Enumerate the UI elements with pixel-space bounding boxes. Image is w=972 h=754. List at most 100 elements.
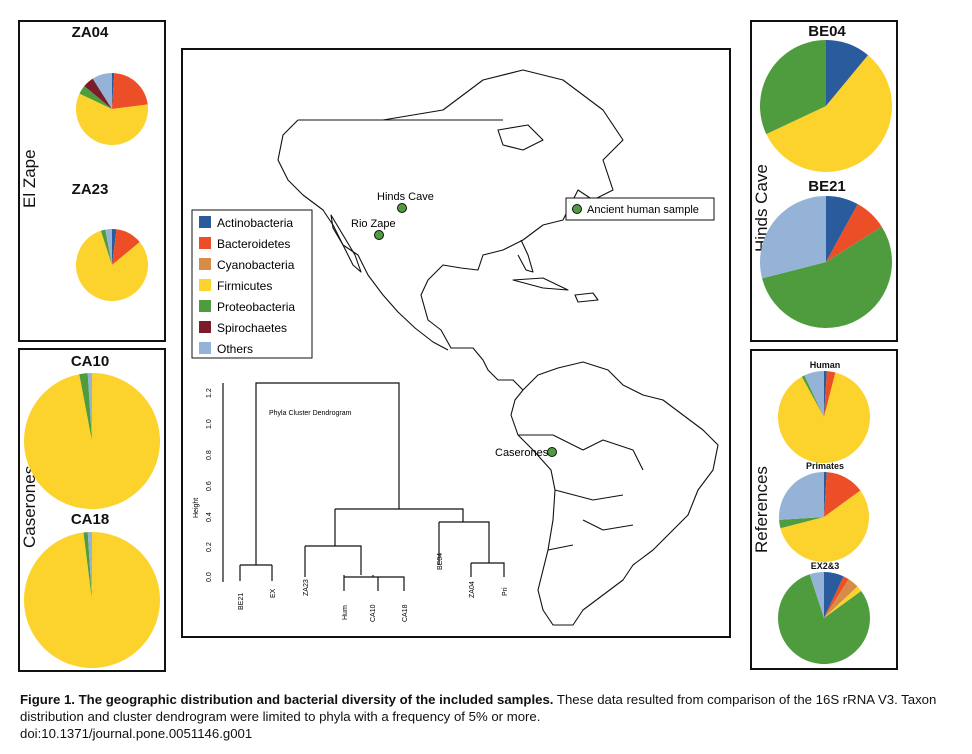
dendrogram-leaf: CA18: [402, 604, 409, 622]
pie-slice-proteobacteria: [762, 226, 892, 328]
pie-slice-actinobacteria: [112, 229, 117, 265]
pie-slice-proteobacteria: [779, 517, 824, 529]
site-marker-caserones: [547, 447, 557, 457]
dendrogram-tick: 1.2: [206, 388, 213, 398]
north-america-coastline: [277, 69, 624, 391]
pie-ca10: [24, 373, 160, 509]
dendrogram-leaf: Pri: [502, 587, 509, 596]
dendrogram-leaves: BE21 EX ZA23 Hum CA10 CA18 BE04 ZA04 Pri: [238, 553, 509, 622]
dendrogram-leaf: Hum: [342, 605, 349, 620]
dendrogram-tick: 0.0: [206, 572, 213, 582]
caption-doi: doi:10.1371/journal.pone.0051146.g001: [20, 726, 253, 741]
pie-slice-proteobacteria: [83, 532, 92, 600]
cuba: [512, 277, 569, 291]
legend-label-actinobacteria: Actinobacteria: [217, 216, 293, 230]
dendrogram-tick: 0.6: [206, 481, 213, 491]
dendrogram-tick: 1.0: [206, 419, 213, 429]
legend-label-cyanobacteria: Cyanobacteria: [217, 258, 295, 272]
legend-label-proteobacteria: Proteobacteria: [217, 300, 295, 314]
site-markers: [374, 203, 557, 457]
pie-slice-others: [804, 371, 824, 417]
pie-slice-actinobacteria: [824, 371, 827, 417]
phylum-legend-box: [191, 209, 313, 359]
pie-title-ca10: CA10: [70, 353, 110, 370]
pie-slice-bacteroidetes: [824, 371, 836, 417]
pie-slice-actinobacteria: [824, 472, 827, 517]
site-label-hinds-cave: Hinds Cave: [377, 191, 434, 203]
pie-slice-firmicutes: [766, 55, 892, 172]
legend-label-firmicutes: Firmicutes: [217, 279, 272, 293]
pie-be04: [760, 40, 892, 172]
legend-swatch-cyanobacteria: [199, 258, 211, 270]
site-key-box: [565, 197, 715, 221]
pie-ex23: [778, 572, 870, 664]
pie-be21: [760, 196, 892, 328]
great-lakes: [497, 124, 544, 151]
florida: [517, 239, 534, 273]
pie-title-za04: ZA04: [71, 24, 109, 41]
pie-slice-proteobacteria: [801, 375, 824, 417]
legend-swatch-others: [199, 342, 211, 354]
pie-title-human: Human: [809, 360, 841, 370]
dendrogram-tick: 0.4: [206, 512, 213, 522]
pie-slice-firmicutes: [780, 490, 869, 562]
pie-slice-bacteroidetes: [112, 229, 140, 265]
site-marker-rio-zape: [374, 230, 384, 240]
references-label: References: [752, 466, 771, 553]
south-america-coastline: [510, 361, 719, 626]
south-america-borders: [518, 434, 644, 551]
pie-slice-others: [87, 373, 92, 441]
dendrogram-ylabel: Height: [193, 498, 200, 518]
pie-slice-others: [760, 196, 826, 279]
legend-swatch-proteobacteria: [199, 300, 211, 312]
legend-swatch-spirochaetes: [199, 321, 211, 333]
dendrogram-tick: 0.2: [206, 542, 213, 552]
pie-title-ca18: CA18: [70, 511, 110, 528]
legend-label-spirochaetes: Spirochaetes: [217, 321, 287, 335]
pie-slice-proteobacteria: [79, 86, 112, 109]
pie-slice-others: [779, 472, 824, 520]
phylum-legend: Actinobacteria Bacteroidetes Cyanobacter…: [199, 216, 295, 356]
pie-slice-firmicutes: [76, 230, 148, 301]
caption-bold: Figure 1. The geographic distribution an…: [20, 692, 554, 707]
dendrogram-title: Phyla Cluster Dendrogram: [269, 410, 352, 417]
pie-primates: [779, 472, 869, 562]
site-key-marker: [572, 204, 582, 214]
dendrogram-leaf: BE21: [238, 593, 245, 610]
pie-slice-actinobacteria: [112, 73, 115, 109]
dendrogram-leaf: ZA04: [469, 581, 476, 598]
pie-slice-actinobacteria: [826, 40, 869, 106]
site-marker-hinds-cave: [397, 203, 407, 213]
pie-title-be21: BE21: [808, 178, 846, 195]
site-key-label: Ancient human sample: [587, 204, 699, 216]
pie-slice-cyanobacteria: [824, 579, 858, 618]
legend-label-bacteroidetes: Bacteroidetes: [217, 237, 290, 251]
pie-slice-firmicutes: [24, 373, 160, 509]
pie-slice-bacteroidetes: [824, 576, 849, 618]
pie-slice-bacteroidetes: [826, 204, 882, 262]
site-label-rio-zape: Rio Zape: [351, 218, 396, 230]
pie-slice-firmicutes: [778, 372, 870, 463]
legend-swatch-bacteroidetes: [199, 237, 211, 249]
dendrogram-leaf: EX: [270, 588, 277, 598]
pie-slice-actinobacteria: [826, 196, 858, 262]
americas-map: Hinds Cave Rio Zape Caserones Ancient hu…: [191, 69, 719, 626]
caption-text: These data resulted from comparison of t…: [20, 692, 937, 724]
baja-california: [330, 214, 362, 273]
map-panel: Hinds Cave Rio Zape Caserones Ancient hu…: [181, 48, 731, 638]
pie-slice-actinobacteria: [824, 572, 844, 618]
legend-swatch-firmicutes: [199, 279, 211, 291]
pie-slice-spirochaetes: [84, 78, 112, 109]
dendrogram-leaf: BE04: [437, 553, 444, 570]
pie-slice-firmicutes: [75, 93, 148, 146]
pie-human: [778, 371, 870, 463]
dendrogram-leaf: CA10: [370, 604, 377, 622]
dendrogram-tick: 0.8: [206, 450, 213, 460]
pie-za23: [76, 229, 148, 301]
pie-title-primates: Primates: [805, 461, 845, 471]
pie-title-za23: ZA23: [71, 181, 109, 198]
pie-slice-others: [809, 572, 824, 618]
pie-slice-others: [92, 73, 112, 109]
dendrogram: [222, 382, 505, 591]
pie-slice-others: [105, 229, 112, 265]
